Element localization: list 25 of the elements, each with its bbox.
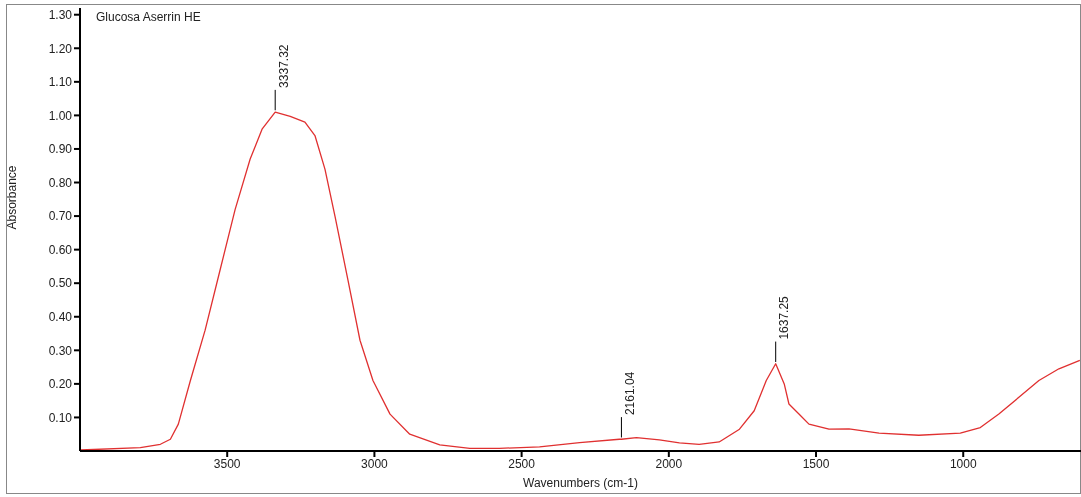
y-tick-label: 0.70 bbox=[48, 209, 73, 224]
x-axis-title: Wavenumbers (cm-1) bbox=[523, 476, 638, 490]
y-tick-label: 0.60 bbox=[48, 242, 73, 257]
y-axis-title: Absorbance bbox=[5, 165, 20, 230]
chart-title: Glucosa Aserrin HE bbox=[96, 10, 201, 24]
y-tick-label: 0.90 bbox=[48, 142, 73, 157]
y-tick-label: 0.80 bbox=[48, 175, 73, 190]
x-tick-label: 1000 bbox=[949, 456, 977, 471]
y-tick-label: 0.40 bbox=[48, 310, 73, 325]
annotation: 2161.04 bbox=[623, 371, 638, 416]
annotation: 1637.25 bbox=[777, 295, 792, 340]
y-tick-label: 0.50 bbox=[48, 276, 73, 291]
y-tick-label: 1.30 bbox=[48, 7, 73, 22]
y-tick-label: 0.10 bbox=[48, 410, 73, 425]
y-tick-label: 1.00 bbox=[48, 108, 73, 123]
y-tick-label: 0.20 bbox=[48, 377, 73, 392]
y-tick-label: 1.10 bbox=[48, 75, 73, 90]
x-tick-label: 3500 bbox=[213, 456, 241, 471]
annotation: 3337.32 bbox=[276, 44, 291, 88]
x-tick-label: 2500 bbox=[508, 456, 536, 471]
x-tick-label: 1500 bbox=[802, 456, 830, 471]
y-tick-label: 1.20 bbox=[48, 41, 73, 56]
y-tick-label: 0.30 bbox=[48, 343, 73, 358]
x-tick-label: 2000 bbox=[655, 456, 683, 471]
x-tick-label: 3000 bbox=[361, 456, 389, 471]
